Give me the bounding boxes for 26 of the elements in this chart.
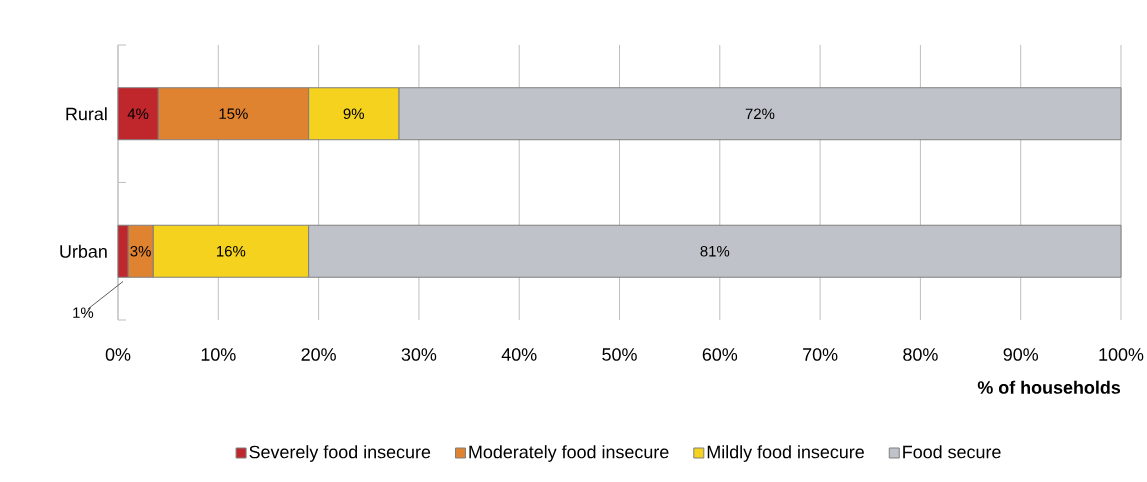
x-axis-title: % of households: [977, 380, 1121, 394]
legend-label: Mildly food insecure: [707, 445, 864, 462]
data-label: 9%: [343, 108, 364, 120]
y-tick-label: Urban: [60, 244, 107, 258]
data-label: 15%: [219, 108, 248, 119]
x-tick-label: 30%: [401, 348, 437, 361]
x-tick-label: 60%: [702, 348, 738, 361]
y-tick-label: Rural: [66, 107, 107, 121]
x-tick-label: 10%: [201, 348, 236, 361]
legend-label: Severely food insecure: [249, 445, 431, 462]
x-tick-label: 100%: [1099, 348, 1144, 361]
x-tick-label: 90%: [1003, 348, 1039, 361]
x-tick-label: 20%: [301, 348, 336, 361]
data-label: 72%: [745, 108, 775, 119]
data-label: 1%: [73, 307, 94, 318]
data-label: 4%: [127, 108, 149, 119]
x-tick-label: 70%: [803, 348, 838, 361]
data-label: 81%: [700, 245, 730, 257]
x-tick-label: 0%: [105, 348, 131, 361]
data-label: 16%: [217, 245, 246, 257]
legend-label: Moderately food insecure: [469, 445, 669, 462]
data-label: 3%: [130, 245, 151, 257]
x-tick-label: 40%: [501, 348, 537, 361]
legend-label: Food secure: [903, 445, 1001, 459]
x-tick-label: 80%: [903, 348, 938, 361]
x-tick-label: 50%: [602, 348, 637, 361]
